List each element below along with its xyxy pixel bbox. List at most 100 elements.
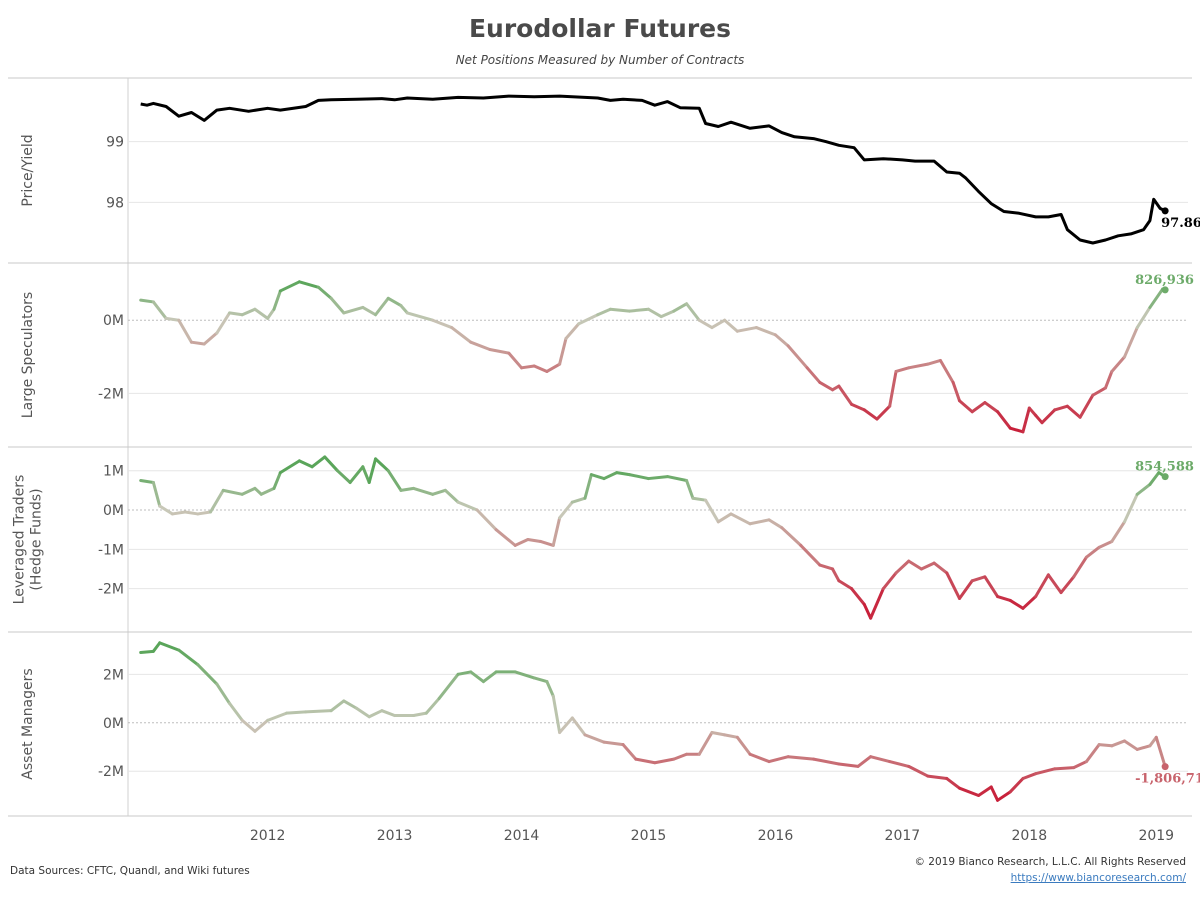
series-segment	[704, 498, 720, 524]
series-segment	[621, 743, 638, 761]
series-segment	[1046, 573, 1063, 595]
series-segment	[240, 718, 257, 733]
series-segment	[412, 486, 435, 496]
series-segment	[932, 561, 949, 575]
series-segment	[659, 309, 676, 319]
series-segment	[754, 326, 777, 337]
series-segment	[475, 508, 498, 532]
panel-title: Price/Yield	[20, 134, 36, 206]
series-segment	[228, 311, 244, 317]
series-segment	[685, 302, 701, 322]
series-segment	[1008, 426, 1025, 434]
series-segment	[361, 305, 378, 317]
series-segment	[983, 575, 1000, 599]
series-segment	[583, 473, 593, 500]
series-segment	[170, 510, 187, 516]
series-segment	[424, 697, 441, 715]
series-segment	[164, 316, 181, 322]
series-segment	[1097, 743, 1114, 748]
series-segment	[1027, 406, 1038, 417]
series-segment	[374, 457, 390, 473]
series-segment	[996, 595, 1012, 602]
series-segment	[1034, 767, 1057, 776]
series-segment	[348, 465, 365, 484]
series-segment	[589, 473, 606, 481]
end-value-label: -1,806,717	[1135, 772, 1200, 787]
series-segment	[1021, 772, 1038, 781]
series-segment	[869, 587, 885, 620]
y-tick-label: 0M	[103, 503, 124, 519]
series-segment	[907, 559, 923, 571]
series-segment	[431, 318, 454, 330]
series-segment	[786, 344, 809, 370]
series-segment	[1110, 520, 1127, 543]
series-segment	[189, 340, 206, 346]
series-segment	[691, 496, 708, 502]
series-segment	[316, 285, 333, 300]
y-tick-label: -1M	[98, 542, 124, 558]
series-segment	[564, 322, 581, 341]
series-segment	[945, 571, 961, 600]
series-segment	[1110, 355, 1127, 373]
series-segment	[716, 512, 733, 524]
series-segment	[767, 755, 790, 764]
series-segment	[437, 672, 460, 701]
series-segment	[786, 755, 816, 761]
series-segment	[272, 471, 282, 490]
series-segment	[520, 364, 536, 370]
series-segment	[1084, 743, 1101, 764]
series-segment	[1008, 598, 1025, 610]
series-segment	[1091, 386, 1107, 397]
series-segment	[1135, 482, 1152, 496]
series-segment	[266, 307, 276, 320]
series-segment	[240, 486, 257, 496]
series-segment	[158, 504, 174, 516]
series-segment	[818, 380, 835, 392]
series-segment	[970, 401, 987, 414]
series-segment	[907, 764, 930, 778]
series-segment	[399, 304, 409, 315]
y-tick-label: 0M	[103, 716, 124, 732]
series-segment	[577, 313, 600, 326]
series-segment	[342, 305, 365, 315]
series-segment	[602, 740, 625, 747]
series-segment	[1123, 492, 1139, 524]
series-segment	[278, 459, 301, 475]
series-segment	[869, 755, 892, 764]
series-segment	[926, 358, 942, 366]
series-segment	[399, 486, 416, 492]
series-segment	[646, 307, 663, 319]
series-segment	[1021, 595, 1038, 610]
panel-4: 2M 0M -2M Asset Managers -1,806,717	[8, 631, 1200, 802]
series-segment	[894, 366, 911, 373]
series-segment	[875, 404, 892, 421]
series-segment	[996, 790, 1012, 802]
series-segment	[894, 559, 911, 575]
series-segment	[723, 318, 739, 333]
series-segment	[951, 380, 961, 403]
series-segment	[1072, 760, 1088, 770]
panel-1: 99 98 Price/Yield 97.860	[20, 94, 1200, 245]
series-segment	[672, 302, 689, 313]
series-segment	[539, 539, 555, 547]
series-segment	[856, 755, 873, 768]
series-segment	[412, 711, 428, 718]
series-segment	[1053, 766, 1076, 771]
series-segment	[938, 358, 955, 384]
series-segment	[1034, 413, 1044, 425]
y-tick-label: 98	[106, 195, 124, 211]
series-segment	[1154, 735, 1167, 769]
series-segment	[481, 670, 498, 684]
website-link[interactable]: https://www.biancoresearch.com/	[1010, 872, 1186, 884]
series-segment	[615, 471, 631, 477]
series-segment	[888, 369, 898, 408]
panel-title: Asset Managers	[20, 668, 36, 779]
series-segment	[672, 752, 689, 761]
series-segment	[386, 469, 403, 492]
series-segment	[697, 730, 714, 756]
series-segment	[881, 571, 898, 591]
series-segment	[266, 711, 289, 722]
series-segment	[583, 733, 606, 744]
series-segment	[551, 694, 562, 734]
